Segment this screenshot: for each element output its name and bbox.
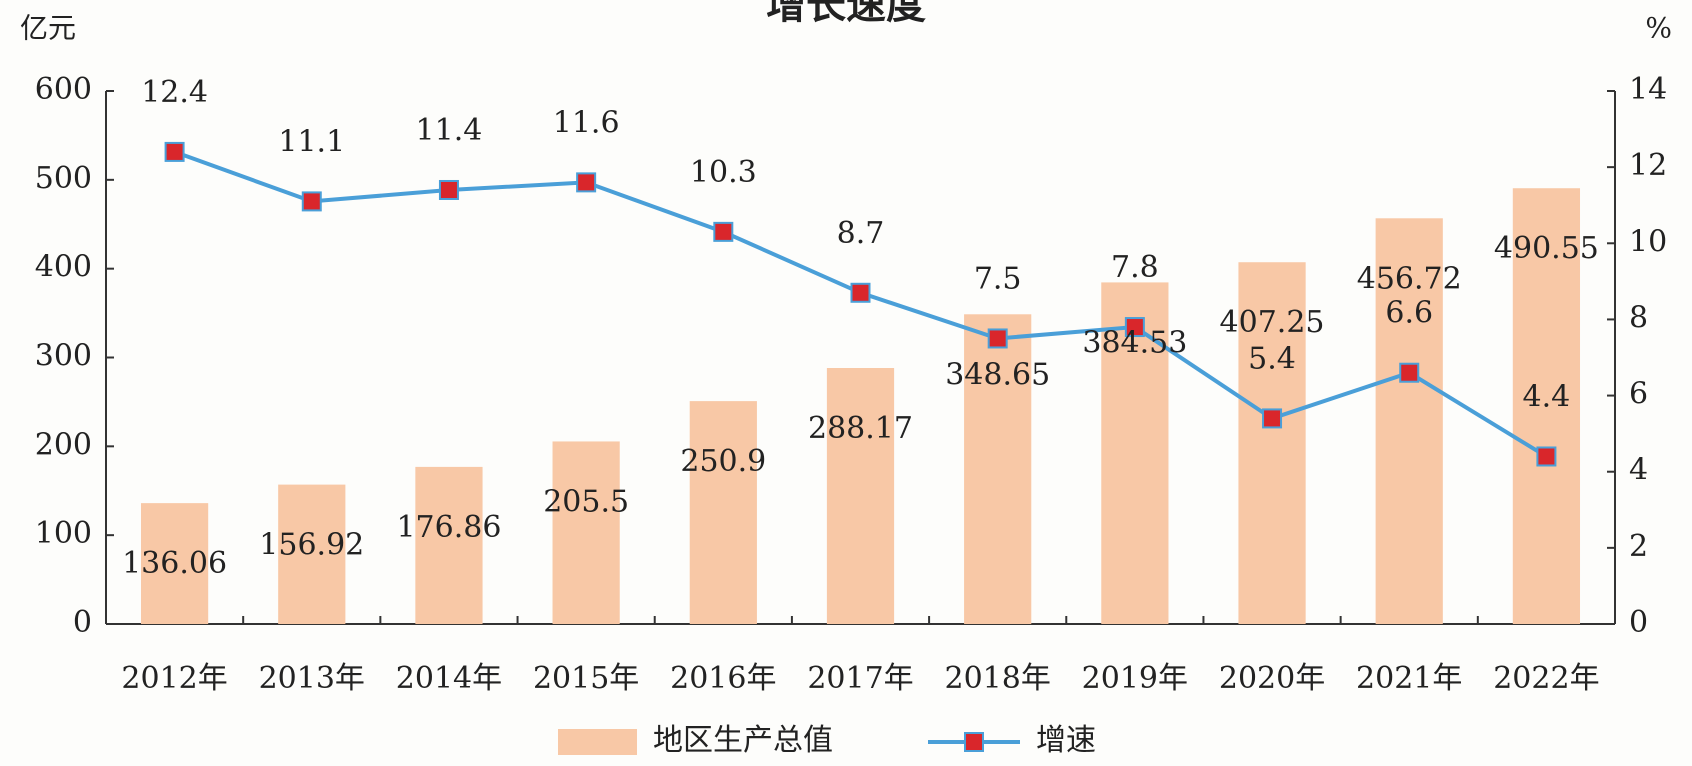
data-label: 4.4 (1523, 379, 1571, 414)
data-label: 156.92 (259, 528, 364, 563)
legend-label: 增速 (1036, 723, 1096, 758)
data-label: 205.5 (543, 484, 629, 519)
data-label: 176.86 (396, 510, 501, 545)
chart-title: 增长速度 (766, 0, 926, 28)
x-tick-label: 2021年 (1356, 661, 1462, 696)
line-marker (1536, 446, 1557, 467)
y-axis-label: 亿元 (20, 12, 76, 45)
data-label: 384.53 (1082, 325, 1187, 360)
line-marker (1124, 317, 1145, 338)
x-tick-label: 2016年 (670, 661, 776, 696)
x-tick-label: 2019年 (1082, 661, 1188, 696)
data-label: 10.3 (690, 155, 757, 190)
bar (1375, 218, 1443, 624)
bar (1512, 188, 1581, 624)
data-label: 136.06 (122, 546, 227, 581)
line-marker (576, 172, 597, 193)
line-marker (164, 141, 185, 162)
y2-tick-label: 0 (1629, 605, 1648, 640)
x-tick-label: 2022年 (1493, 661, 1599, 696)
line-marker (1399, 362, 1420, 383)
y2-tick-label: 14 (1629, 72, 1667, 107)
data-label: 348.65 (945, 357, 1050, 392)
data-label: 456.72 (1357, 261, 1462, 296)
y2-tick-label: 10 (1629, 224, 1667, 259)
x-tick-label: 2014年 (396, 661, 502, 696)
line-marker (1262, 408, 1283, 429)
data-label: 7.8 (1111, 250, 1159, 285)
bar (826, 368, 895, 624)
bar (964, 314, 1032, 624)
legend-swatch (964, 732, 984, 752)
y-tick-label: 500 (35, 161, 92, 196)
y-tick-label: 400 (35, 250, 92, 285)
x-tick-label: 2020年 (1219, 661, 1325, 696)
data-label: 250.9 (680, 444, 766, 479)
bar (552, 441, 620, 624)
x-tick-label: 2013年 (259, 661, 365, 696)
y-tick-label: 0 (73, 605, 92, 640)
data-label: 6.6 (1385, 296, 1433, 331)
y-tick-label: 600 (35, 72, 92, 107)
data-label: 7.5 (974, 261, 1022, 296)
legend-label: 地区生产总值 (653, 723, 833, 758)
bar (140, 503, 209, 624)
data-label: 407.25 (1220, 305, 1325, 340)
x-tick-label: 2017年 (807, 661, 913, 696)
data-label: 12.4 (141, 75, 208, 110)
legend-swatch (558, 729, 637, 755)
bar (278, 484, 346, 624)
data-label: 5.4 (1248, 341, 1296, 376)
y-tick-label: 300 (35, 339, 92, 374)
line-marker (713, 221, 734, 242)
y2-tick-label: 2 (1629, 529, 1648, 564)
x-tick-label: 2015年 (533, 661, 639, 696)
x-tick-label: 2012年 (121, 661, 227, 696)
bar (1238, 262, 1306, 624)
data-label: 11.6 (553, 105, 620, 140)
line-marker (301, 191, 322, 212)
line-marker (850, 282, 871, 303)
data-label: 490.55 (1494, 231, 1599, 266)
y2-tick-label: 4 (1629, 453, 1648, 488)
data-label: 11.4 (416, 113, 483, 148)
data-label: 288.17 (808, 411, 913, 446)
y2-tick-label: 12 (1629, 148, 1667, 183)
y-tick-label: 200 (35, 427, 92, 462)
y2-tick-label: 8 (1629, 300, 1648, 335)
data-label: 11.1 (278, 124, 345, 159)
bar (1101, 282, 1169, 624)
y2-tick-label: 6 (1629, 377, 1648, 412)
line-marker (987, 328, 1008, 349)
x-tick-label: 2018年 (945, 661, 1051, 696)
line-marker (438, 179, 459, 200)
y-tick-label: 100 (35, 516, 92, 551)
bar (415, 466, 483, 624)
bar (689, 401, 757, 624)
y2-axis-label: % (1645, 12, 1672, 45)
data-label: 8.7 (837, 216, 885, 251)
